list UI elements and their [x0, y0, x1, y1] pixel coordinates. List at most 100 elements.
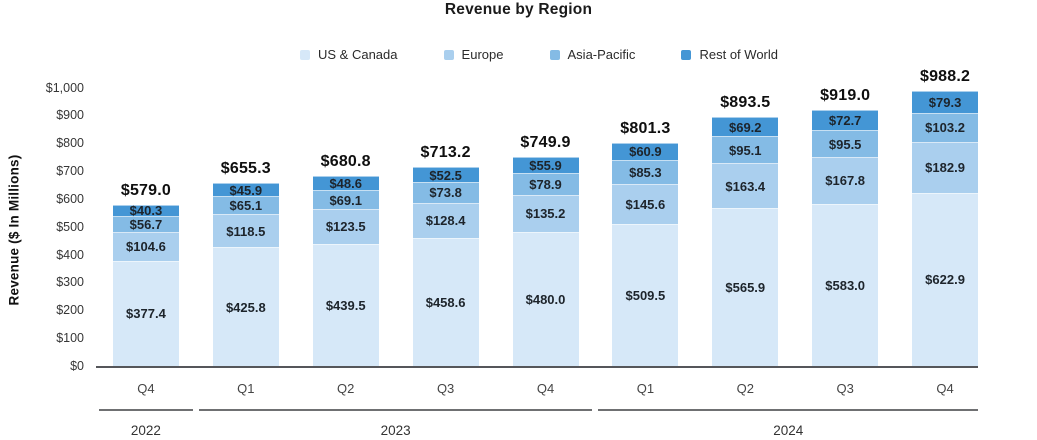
bar-segment: $128.4 — [412, 202, 479, 239]
year-label: 2022 — [130, 423, 161, 438]
bar-segment: $69.2 — [712, 117, 779, 137]
x-tick-label: Q4 — [936, 381, 954, 396]
bar-segment: $52.5 — [412, 167, 479, 183]
bar-total-label: $749.9 — [520, 134, 571, 152]
legend-label: US & Canada — [318, 47, 398, 62]
y-tick-label: $300 — [56, 275, 84, 290]
bar-segment-value: $40.3 — [129, 203, 163, 219]
legend-swatch — [549, 49, 560, 60]
bar-segment-value: $509.5 — [625, 288, 666, 304]
x-tick-label: Q3 — [436, 381, 455, 396]
y-tick-label: $800 — [56, 136, 84, 151]
bar-segment: $73.8 — [412, 181, 479, 203]
legend-item-asia-pacific: Asia-Pacific — [549, 47, 636, 62]
bar-segment-value: $458.6 — [425, 295, 466, 311]
x-tick-label: Q4 — [137, 381, 155, 396]
bar-segment-value: $69.2 — [728, 119, 762, 135]
bar-segment-value: $79.3 — [928, 94, 962, 110]
legend-label: Asia-Pacific — [567, 47, 636, 62]
bar-segment-value: $73.8 — [429, 185, 462, 201]
year-label: 2024 — [773, 423, 804, 438]
bar-segment: $103.2 — [912, 112, 979, 142]
bar-segment: $145.6 — [612, 183, 679, 225]
bar-segment-value: $118.5 — [226, 223, 266, 239]
legend-swatch — [300, 49, 310, 60]
bar-segment-value: $104.6 — [126, 239, 166, 255]
y-tick-label: $100 — [56, 331, 84, 346]
bar-segment-value: $45.9 — [229, 182, 263, 198]
bar-segment-value: $163.4 — [725, 178, 766, 194]
bar-segment-value: $95.1 — [728, 142, 762, 158]
bar-segment-value: $480.0 — [525, 292, 566, 308]
bar-segment-value: $78.9 — [529, 176, 562, 192]
bar-segment-value: $123.5 — [325, 219, 366, 235]
bar-segment: $72.7 — [812, 110, 879, 131]
legend-item-us-canada: US & Canada — [300, 47, 398, 62]
bar-segment: $163.4 — [712, 162, 779, 209]
year-bracket — [598, 409, 979, 411]
bar-segment: $167.8 — [812, 156, 879, 204]
bar-segment: $182.9 — [912, 141, 979, 193]
chart-legend: US & Canada Europe Asia-Pacific Rest of Wor… — [300, 47, 778, 62]
bar-segment: $565.9 — [712, 208, 779, 366]
bar-total-label: $893.5 — [720, 94, 771, 112]
legend-item-rest-of-world: Rest of World — [681, 47, 778, 62]
bar-segment-value: $128.4 — [425, 213, 466, 229]
y-tick-label: $900 — [56, 108, 84, 123]
bar-segment: $85.3 — [612, 159, 679, 184]
bar-segment: $55.9 — [512, 157, 579, 173]
bar-segment: $95.5 — [812, 130, 879, 157]
y-tick-label: $200 — [56, 303, 84, 318]
bar-segment-value: $65.1 — [229, 198, 263, 214]
bar-segment: $135.2 — [512, 194, 579, 233]
bar-segment: $425.8 — [212, 247, 279, 366]
bar-segment: $48.6 — [312, 176, 379, 192]
x-tick-label: Q1 — [636, 381, 655, 396]
y-tick-label: $400 — [56, 247, 84, 262]
y-tick-label: $0 — [70, 359, 84, 373]
bar-segment: $45.9 — [212, 182, 279, 198]
bar-segment: $79.3 — [912, 90, 979, 113]
bar-segment-value: $69.1 — [329, 192, 362, 208]
bar-segment: $583.0 — [812, 203, 879, 366]
legend-swatch — [443, 49, 454, 60]
bar-segment-value: $622.9 — [925, 272, 965, 288]
bar-total-label: $680.8 — [320, 153, 371, 171]
legend-swatch — [681, 49, 692, 60]
x-tick-label: Q3 — [836, 381, 854, 396]
bar-segment-value: $167.8 — [825, 173, 866, 189]
x-tick-label: Q2 — [736, 381, 754, 396]
y-tick-label: $700 — [56, 164, 84, 179]
legend-item-europe: Europe — [443, 47, 503, 62]
bar-segment-value: $48.6 — [329, 176, 362, 192]
bar-segment-value: $439.5 — [325, 297, 366, 313]
bar-total-label: $655.3 — [220, 160, 271, 178]
bar-segment: $65.1 — [212, 196, 279, 215]
bar-segment: $123.5 — [312, 209, 379, 244]
bar-segment: $60.9 — [612, 142, 679, 160]
bar-segment-value: $52.5 — [429, 167, 462, 183]
year-label: 2023 — [380, 423, 411, 438]
bar-segment: $439.5 — [312, 243, 379, 366]
bar-segment-value: $60.9 — [629, 144, 662, 160]
y-tick-label: $1,000 — [45, 80, 84, 95]
x-tick-label: Q4 — [536, 381, 555, 396]
bar-segment: $118.5 — [212, 214, 279, 248]
bar-segment-value: $182.9 — [925, 160, 965, 176]
year-bracket — [198, 409, 593, 411]
bar-segment: $622.9 — [912, 192, 979, 366]
bar-total-label: $919.0 — [820, 87, 871, 105]
bar-segment-value: $565.9 — [725, 280, 766, 296]
bar-segment: $509.5 — [612, 224, 679, 366]
x-tick-label: Q2 — [337, 381, 355, 396]
bar-segment: $377.4 — [112, 260, 179, 366]
bar-total-label: $801.3 — [620, 119, 671, 137]
bar-segment: $480.0 — [512, 232, 579, 366]
bar-segment-value: $103.2 — [925, 120, 965, 136]
bar-segment-value: $135.2 — [525, 206, 566, 222]
x-axis-line — [96, 366, 978, 368]
bar-segment-value: $377.4 — [126, 306, 166, 322]
bar-segment-value: $583.0 — [825, 277, 866, 293]
bar-segment: $95.1 — [712, 136, 779, 163]
